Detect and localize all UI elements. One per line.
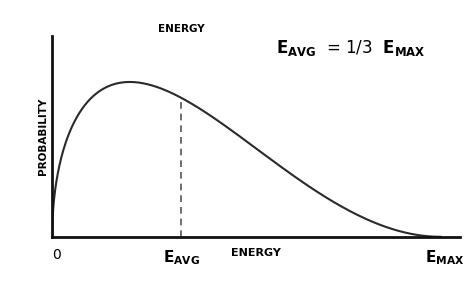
Y-axis label: PROBABILITY: PROBABILITY	[38, 97, 48, 175]
Text: $\mathbf{E_{AVG}}$: $\mathbf{E_{AVG}}$	[163, 248, 200, 267]
Text: $\mathbf{E_{MAX}}$: $\mathbf{E_{MAX}}$	[425, 248, 464, 267]
Text: $\mathbf{E_{AVG}}$  = 1/3  $\mathbf{E_{MAX}}$: $\mathbf{E_{AVG}}$ = 1/3 $\mathbf{E_{MAX…	[276, 38, 426, 57]
Text: ENERGY: ENERGY	[158, 23, 205, 33]
X-axis label: ENERGY: ENERGY	[231, 248, 281, 258]
Text: 0: 0	[52, 248, 61, 262]
